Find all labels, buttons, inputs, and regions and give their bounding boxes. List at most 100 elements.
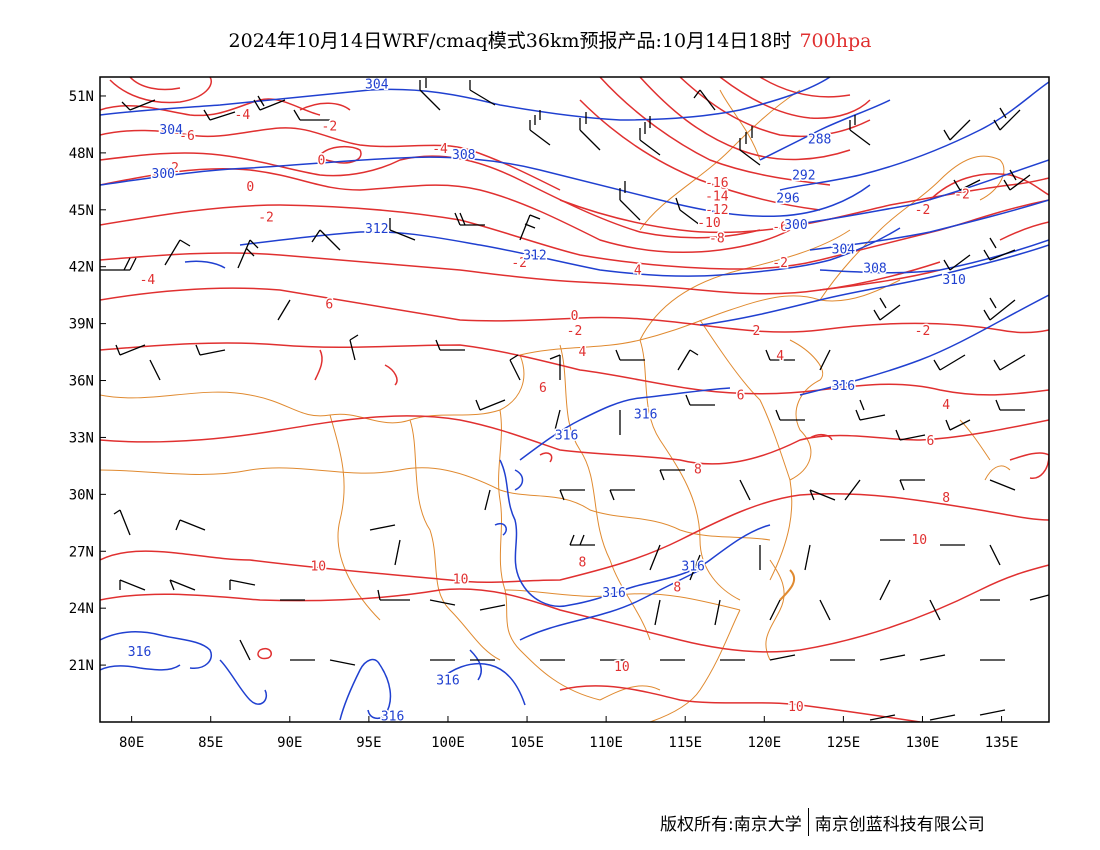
temperature-contour-label: -2 <box>511 256 527 271</box>
lon-tick-label: 125E <box>827 735 861 751</box>
height-contour-label: 304 <box>832 243 856 258</box>
lat-tick-label: 21N <box>69 658 94 674</box>
temperature-contour-label: -6 <box>179 129 195 144</box>
height-contour-label: 316 <box>634 408 657 423</box>
height-contour-label: 288 <box>808 133 831 148</box>
height-contour-label: 312 <box>365 222 388 237</box>
temperature-contour-label: 0 <box>571 309 579 324</box>
temperature-contour-label: 2 <box>752 324 760 339</box>
temperature-contour-label: 4 <box>942 398 950 413</box>
lon-tick-label: 100E <box>431 735 465 751</box>
height-contour-label: 316 <box>602 586 625 601</box>
temperature-contour-label: -2 <box>915 324 931 339</box>
temperature-contour-label: 10 <box>614 660 630 675</box>
lat-tick-label: 27N <box>69 544 94 560</box>
height-contour-label: 304 <box>365 78 389 93</box>
lon-tick-label: 110E <box>589 735 623 751</box>
footer-separator <box>807 808 809 836</box>
temperature-labels: -4-6-2-20-40-2-16-14-12-10-8-6-2 -24-460-… <box>138 106 971 716</box>
lat-tick-label: 24N <box>69 601 94 617</box>
temperature-contours <box>100 77 1049 722</box>
copyright-right: 南京创蓝科技有限公司 <box>814 815 985 835</box>
temperature-contour-label: -4 <box>432 142 448 157</box>
temperature-contour-label: 8 <box>578 556 586 571</box>
lon-tick-label: 90E <box>277 735 302 751</box>
plot-frame <box>99 76 1050 723</box>
lon-tick-label: 105E <box>510 735 544 751</box>
latitude-axis: 51N 48N 45N 42N 39N 36N 33N 30N 27N 24N 21N <box>69 89 106 674</box>
temperature-contour-label: -14 <box>705 190 729 205</box>
temperature-contour-label: 6 <box>539 381 547 396</box>
height-contours <box>100 77 1049 721</box>
temperature-contour-label: -2 <box>954 188 970 203</box>
lat-tick-label: 42N <box>69 260 94 276</box>
temperature-contour-label: -12 <box>705 203 728 218</box>
map-title: 2024年10月14日WRF/cmaq模式36km预报产品:10月14日18时 7… <box>0 26 1100 53</box>
temperature-contour-label: 10 <box>310 559 326 574</box>
height-contour-label: 312 <box>523 248 546 263</box>
lon-tick-label: 135E <box>985 735 1019 751</box>
temperature-contour-label: 10 <box>911 533 927 548</box>
height-contour-label: 316 <box>436 673 459 688</box>
lon-tick-label: 120E <box>747 735 781 751</box>
lat-tick-label: 33N <box>69 430 94 446</box>
height-contour-label: 316 <box>832 379 855 394</box>
temperature-contour-label: -2 <box>258 210 274 225</box>
copyright-left: 版权所有:南京大学 <box>660 815 802 835</box>
temperature-contour-label: -2 <box>567 324 583 339</box>
height-contour-label: 316 <box>128 645 151 660</box>
temperature-contour-label: 8 <box>673 580 681 595</box>
lon-tick-label: 130E <box>906 735 940 751</box>
height-contour-label: 316 <box>381 709 404 724</box>
temperature-contour-label: -6 <box>772 220 788 235</box>
temperature-contour-label: -2 <box>322 119 338 134</box>
temperature-contour-label: 6 <box>737 389 745 404</box>
temperature-contour-label: -2 <box>163 161 179 176</box>
temperature-contour-label: 6 <box>325 298 333 313</box>
lon-tick-label: 115E <box>668 735 702 751</box>
height-contour-label: 308 <box>452 148 475 163</box>
wind-barbs <box>100 78 1049 721</box>
height-contour-label: 316 <box>555 429 578 444</box>
lat-tick-label: 36N <box>69 374 94 390</box>
longitude-axis: 80E 85E 90E 95E 100E 105E 110E 115E 120E 125E 130E… <box>119 716 1018 751</box>
height-contour-label: 310 <box>942 273 965 288</box>
lat-tick-label: 48N <box>69 146 94 162</box>
temperature-contour-label: 10 <box>453 573 469 588</box>
lon-tick-label: 95E <box>356 735 381 751</box>
temperature-contour-label: -8 <box>709 231 725 246</box>
lon-tick-label: 85E <box>198 735 223 751</box>
temperature-contour-label: -4 <box>235 108 251 123</box>
temperature-contour-label: 4 <box>578 345 586 360</box>
pressure-level: 700hpa <box>799 30 872 52</box>
temperature-contour-label: -16 <box>705 176 728 191</box>
height-contour-label: 304 <box>159 123 183 138</box>
temperature-contour-label: -2 <box>772 256 788 271</box>
lat-tick-label: 51N <box>69 89 94 105</box>
temperature-contour-label: -2 <box>915 203 931 218</box>
temperature-contour-label: 6 <box>926 434 934 449</box>
height-contour-label: 296 <box>776 191 799 206</box>
temperature-contour-label: -4 <box>140 273 156 288</box>
height-contour-label: 308 <box>863 262 886 277</box>
admin-boundaries <box>100 89 1011 722</box>
temperature-contour-label: 10 <box>788 700 804 715</box>
title-text: 2024年10月14日WRF/cmaq模式36km预报产品:10月14日18时 <box>228 30 792 52</box>
temperature-contour-label: 8 <box>942 491 950 506</box>
temperature-contour-label: -10 <box>697 216 720 231</box>
temperature-contour-label: 4 <box>776 349 784 364</box>
lat-tick-label: 39N <box>69 317 94 333</box>
temperature-contour-label: 4 <box>634 264 642 279</box>
lat-tick-label: 30N <box>69 487 94 503</box>
height-contour-label: 300 <box>152 167 175 182</box>
lon-tick-label: 80E <box>119 735 144 751</box>
temperature-contour-label: 0 <box>246 180 254 195</box>
lat-tick-label: 45N <box>69 203 94 219</box>
height-contour-label: 300 <box>784 218 807 233</box>
height-contour-label: 316 <box>681 559 704 574</box>
temperature-contour-label: 0 <box>318 153 326 168</box>
copyright-footer: 版权所有:南京大学 南京创蓝科技有限公司 <box>660 808 985 839</box>
height-contour-label: 292 <box>792 169 815 184</box>
